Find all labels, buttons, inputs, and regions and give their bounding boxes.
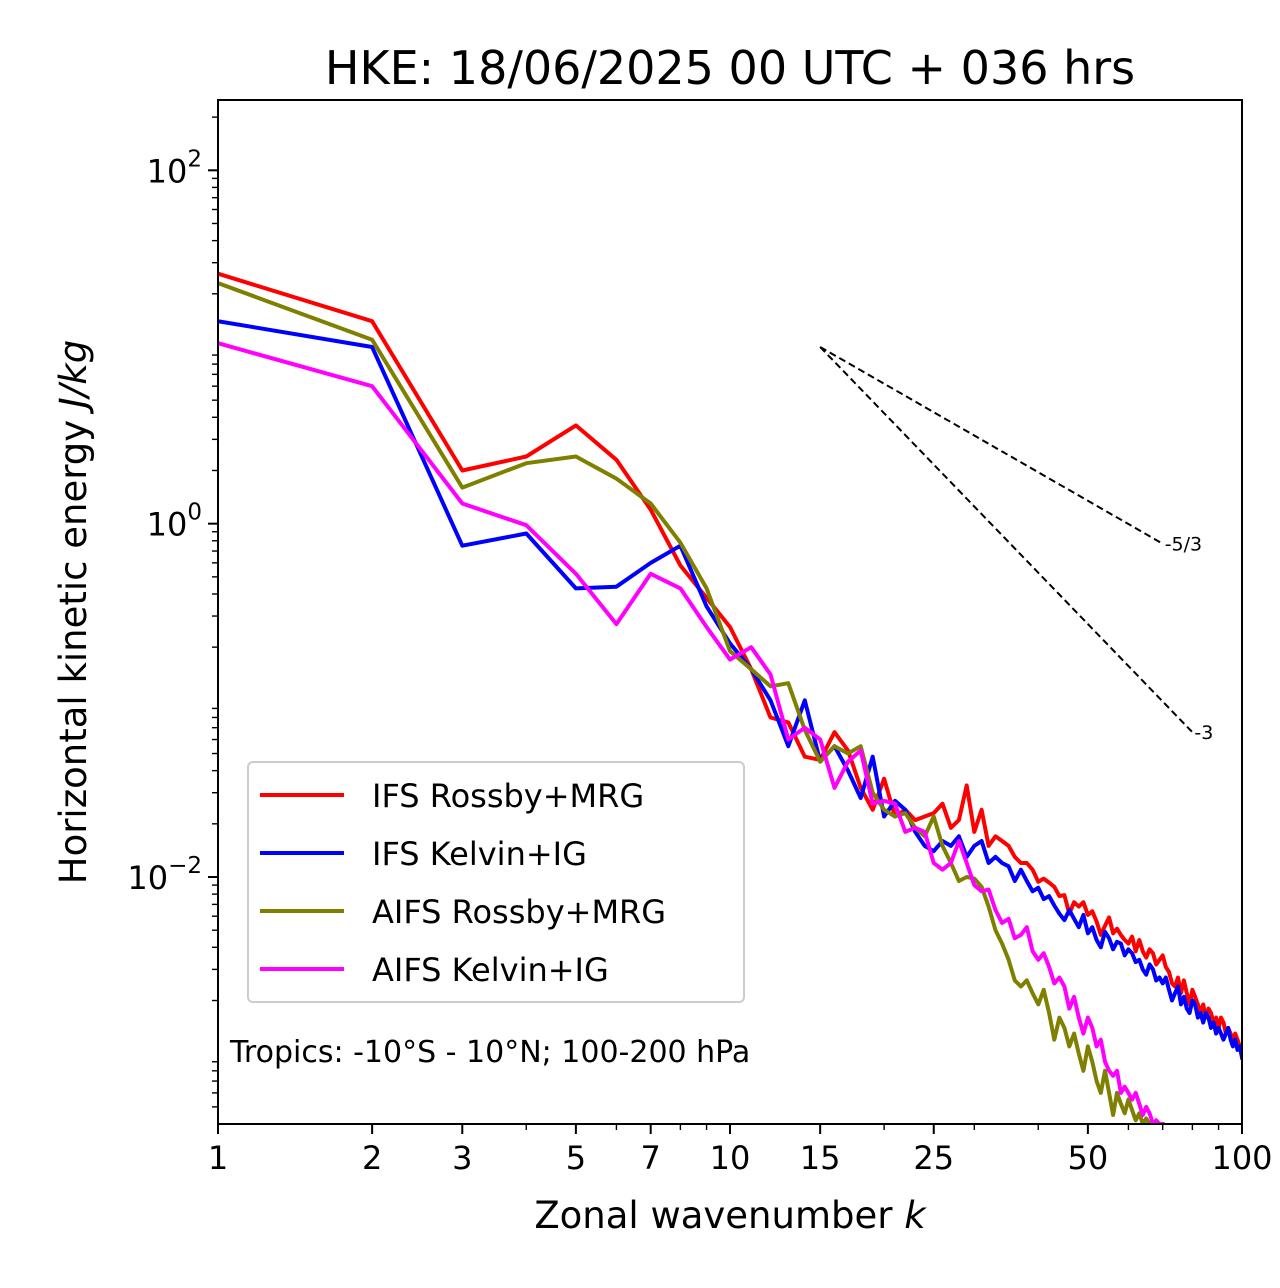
legend-label: AIFS Kelvin+IG (372, 951, 609, 989)
x-tick-label: 2 (362, 1139, 382, 1177)
legend: IFS Rossby+MRG IFS Kelvin+IG AIFS Rossby+M… (247, 761, 745, 1003)
y-tick-exponent: 2 (187, 146, 202, 172)
x-axis-label-text: Zonal wavenumber (534, 1194, 904, 1237)
y-tick-exponent: 0 (187, 500, 202, 526)
x-tick-label: 50 (1068, 1139, 1109, 1177)
y-tick-exponent: −2 (168, 853, 202, 879)
reference-slope-lines (819, 346, 1194, 733)
y-tick-label: 100 (147, 500, 202, 544)
y-axis-label-text: Horizontal kinetic energy (52, 408, 95, 884)
y-axis-label: Horizontal kinetic energy J/kg (52, 340, 95, 884)
x-tick-label: 5 (566, 1139, 586, 1177)
legend-label: IFS Kelvin+IG (372, 835, 587, 873)
legend-label: IFS Rossby+MRG (372, 777, 644, 815)
reference-slope-label: -5/3 (1165, 534, 1202, 556)
reference-slope-line (819, 346, 1164, 545)
x-tick-label: 7 (641, 1139, 661, 1177)
reference-slope-line (819, 346, 1194, 733)
x-axis-ticks: 1 2 3 5 7 10 15 25 50 100 (208, 1124, 1273, 1177)
y-axis-label-unit: J/kg (52, 340, 95, 415)
series-line-4 (218, 341, 1165, 1124)
series-lines (218, 271, 1242, 1124)
x-axis-label: Zonal wavenumber k (534, 1194, 927, 1237)
chart-title: HKE: 18/06/2025 00 UTC + 036 hrs (325, 41, 1135, 95)
x-tick-label: 10 (710, 1139, 751, 1177)
y-tick-base: 10 (147, 506, 188, 544)
x-tick-label: 100 (1211, 1139, 1272, 1177)
legend-box (247, 761, 745, 1003)
legend-label: AIFS Rossby+MRG (372, 893, 666, 931)
x-axis-label-var: k (904, 1194, 927, 1237)
reference-slope-labels: -5/3 -3 (1165, 534, 1214, 745)
x-tick-label: 15 (800, 1139, 841, 1177)
reference-slope-label: -3 (1194, 722, 1213, 744)
region-annotation: Tropics: -10°S - 10°N; 100-200 hPa (229, 1035, 750, 1070)
x-tick-label: 1 (208, 1139, 228, 1177)
y-tick-base: 10 (147, 152, 188, 190)
y-tick-label: 102 (147, 146, 202, 190)
x-tick-label: 25 (913, 1139, 954, 1177)
y-tick-label: 10−2 (127, 853, 202, 897)
y-tick-base: 10 (127, 859, 168, 897)
x-tick-label: 3 (452, 1139, 472, 1177)
series-line-3 (218, 280, 1152, 1124)
series-line-2 (218, 319, 1242, 1060)
series-line-1 (218, 271, 1242, 1053)
